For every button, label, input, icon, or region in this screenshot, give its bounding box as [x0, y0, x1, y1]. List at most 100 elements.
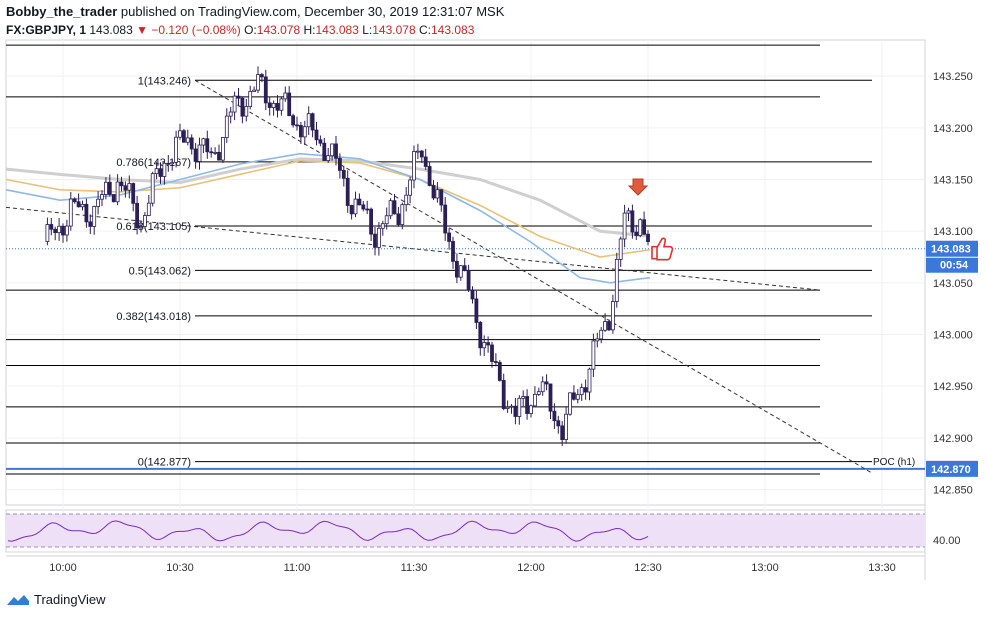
candle-body [107, 181, 112, 195]
candle-body [189, 137, 194, 150]
candle-body [622, 212, 627, 240]
rsi-band [6, 514, 925, 547]
candle-body [84, 203, 89, 223]
candle-body [115, 181, 120, 203]
candle-body [458, 265, 463, 278]
poc-badge [926, 460, 978, 477]
candle-body [431, 185, 436, 199]
candle-body [349, 205, 354, 215]
candle-body [564, 413, 568, 440]
publish-info: published on TradingView.com, December 3… [120, 4, 505, 19]
candle-body [330, 143, 335, 157]
candle-body [369, 208, 374, 235]
candle-body [123, 185, 128, 191]
candle-body [599, 329, 604, 340]
candle-body [603, 321, 607, 331]
candle-body [131, 183, 136, 204]
candle-body [591, 340, 596, 370]
candle-body [466, 269, 471, 291]
price-tick-label: 143.000 [933, 330, 973, 342]
candle-body [139, 226, 143, 229]
last-price-badge-text: 143.083 [931, 244, 971, 256]
candle-body [166, 162, 171, 165]
last-price-badge [926, 240, 978, 257]
candle-body [334, 143, 338, 159]
price-tick-label: 143.250 [933, 71, 973, 83]
open-label: O: [244, 23, 257, 37]
candle-body [353, 198, 358, 215]
candle-body [275, 102, 280, 111]
ohlc-legend: FX:GBPJPY, 1 143.083 ▼ −0.120 (−0.08%) O… [6, 22, 474, 38]
time-tick-label: 12:30 [634, 562, 662, 574]
candle-body [61, 225, 65, 236]
candle-body [396, 213, 401, 225]
candle-body [642, 219, 646, 235]
candle-body [486, 342, 491, 346]
price-chart[interactable]: 1(143.246) 0.786(143.167) 0.618(143.105) 0.… [0, 0, 988, 590]
candle-body [127, 183, 132, 191]
candle-body [162, 162, 167, 177]
candle-body [536, 391, 541, 395]
candle-body [100, 194, 104, 200]
candle-body [380, 223, 385, 229]
author-name[interactable]: Bobby_the_trader [6, 4, 118, 19]
candle-body [111, 194, 116, 203]
low-value: 143.078 [372, 23, 416, 37]
candle-body [178, 130, 182, 138]
candle-body [556, 420, 561, 427]
candle-body [412, 151, 416, 181]
fib-level-label: 1(143.246) [138, 75, 191, 87]
candle-body [482, 342, 487, 349]
candle-body [314, 129, 319, 141]
fib-level-label: 0.5(143.062) [129, 265, 191, 277]
candle-body [517, 397, 522, 417]
candle-body [404, 194, 409, 206]
poc-badge-text: 142.870 [931, 464, 971, 476]
candle-body [256, 74, 260, 91]
candle-body [345, 177, 350, 206]
candle-body [287, 92, 292, 117]
candle-body [474, 298, 479, 323]
candle-body [295, 124, 299, 127]
candle-body [560, 425, 565, 440]
open-value: 143.078 [256, 23, 301, 37]
candle-body [357, 198, 362, 206]
time-tick-label: 10:00 [49, 562, 77, 574]
high-value: 143.083 [315, 23, 359, 37]
fib-level-label: 0.618(143.105) [116, 221, 191, 233]
candle-body [209, 151, 214, 154]
tradingview-brand[interactable]: TradingView [34, 592, 106, 607]
candle-body [497, 362, 502, 381]
candle-body [400, 204, 405, 225]
candle-body [220, 137, 225, 161]
candle-body [544, 381, 549, 385]
price-change: −0.120 (−0.08%) [151, 23, 241, 37]
candle-body [310, 113, 315, 131]
candle-body [92, 206, 97, 227]
candle-body [579, 387, 584, 396]
candle-body [248, 91, 253, 107]
candle-body [279, 98, 284, 111]
candle-body [201, 138, 206, 146]
candle-body [505, 406, 510, 409]
candle-body [232, 95, 237, 113]
candle-body [611, 301, 615, 331]
candle-body [252, 89, 257, 92]
candle-body [548, 383, 553, 412]
candle-body [181, 130, 186, 143]
candle-body [595, 338, 600, 342]
candle-body [427, 166, 432, 186]
candle-body [337, 157, 342, 171]
candle-body [415, 150, 420, 153]
time-tick-label: 13:00 [751, 562, 779, 574]
fib-level-label: 0.382(143.018) [116, 311, 191, 323]
candle-body [365, 208, 370, 211]
candle-body [614, 258, 619, 302]
candle-body [462, 265, 467, 271]
fib-level-label: 0.786(143.167) [116, 157, 191, 169]
candle-body [575, 394, 580, 400]
symbol-label[interactable]: FX:GBPJPY, 1 [6, 23, 87, 37]
candle-body [244, 106, 249, 117]
candle-body [419, 150, 424, 158]
low-label: L: [362, 23, 373, 37]
